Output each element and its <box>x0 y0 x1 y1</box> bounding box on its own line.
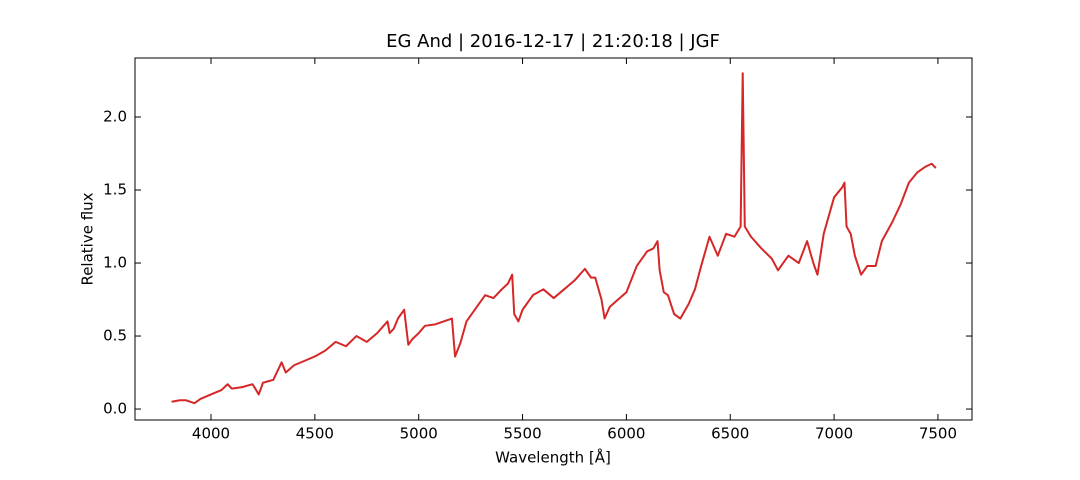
y-tick-label: 0.0 <box>103 400 127 418</box>
y-axis-label: Relative flux <box>79 192 97 285</box>
x-tick-label: 7000 <box>815 425 853 443</box>
x-tick-label: 5000 <box>400 425 438 443</box>
x-axis-label: Wavelength [Å] <box>495 448 611 467</box>
x-tick-label: 6500 <box>711 425 749 443</box>
chart-title: EG And | 2016-12-17 | 21:20:18 | JGF <box>386 31 720 52</box>
plot-frame <box>134 57 973 421</box>
x-tick-label: 5500 <box>503 425 541 443</box>
x-tick-label: 4000 <box>192 425 230 443</box>
y-tick-label: 1.0 <box>103 254 127 272</box>
x-tick-label: 7500 <box>919 425 957 443</box>
y-tick-label: 1.5 <box>103 181 127 199</box>
y-tick-label: 2.0 <box>103 107 127 125</box>
y-tick-label: 0.5 <box>103 327 127 345</box>
spectrum-line <box>171 72 937 405</box>
x-tick-label: 4500 <box>296 425 334 443</box>
x-tick-label: 6000 <box>607 425 645 443</box>
